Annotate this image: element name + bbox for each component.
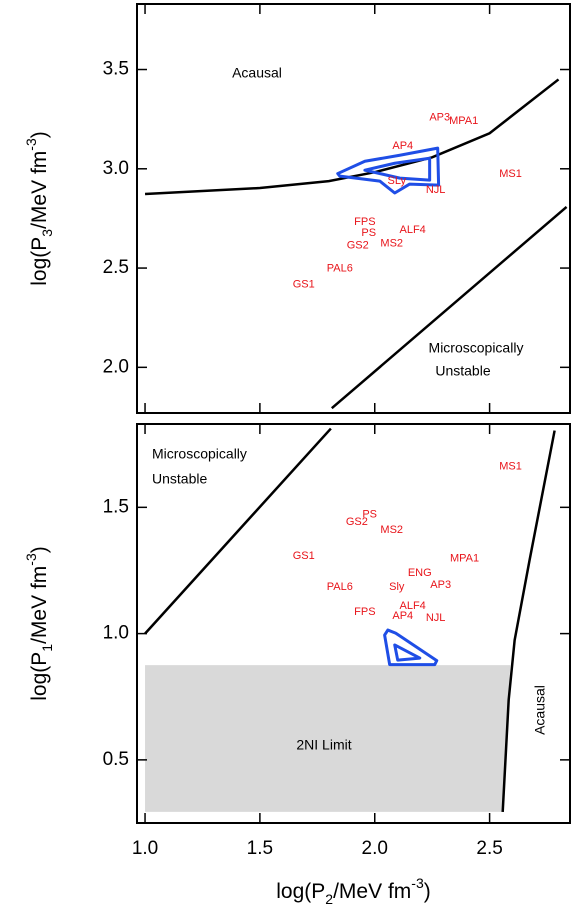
- axis-title: log(P1/MeV fm-3): [23, 546, 55, 700]
- axis-title-part: /MeV fm: [333, 880, 411, 903]
- annotation: Unstable: [152, 471, 207, 487]
- y-tick-label: 3.5: [103, 59, 129, 80]
- eos-label: AP4: [392, 140, 413, 152]
- axis-title-part: 1: [39, 644, 55, 652]
- eos-label: AP4: [392, 610, 413, 622]
- plot-frame: [136, 3, 571, 414]
- eos-label: FPS: [354, 216, 375, 228]
- y-tick-label: 2.0: [103, 356, 129, 377]
- annotation: Microscopically: [152, 446, 247, 462]
- eos-label: AP3: [429, 111, 450, 123]
- eos-label: GS2: [346, 516, 368, 528]
- boundary-curve: [330, 205, 568, 410]
- axis-title-part: log(P: [28, 652, 51, 701]
- annotation: Acausal: [232, 65, 282, 81]
- eos-label: MPA1: [449, 115, 478, 127]
- axis-title-part: -3: [23, 138, 39, 151]
- annotation: Microscopically: [429, 340, 524, 356]
- eos-label: SLy: [388, 175, 407, 187]
- y-tick-label: 1.5: [103, 496, 129, 517]
- y-tick-label: 3.0: [103, 158, 129, 179]
- x-tick-label: 1.5: [247, 838, 273, 859]
- eos-label: GS1: [293, 550, 315, 562]
- eos-label: PS: [361, 227, 376, 239]
- axis-title-part: 3: [39, 229, 55, 237]
- eos-label: MS2: [380, 524, 403, 536]
- eos-label: NJL: [426, 184, 446, 196]
- axis-title-part: log(P: [276, 880, 325, 903]
- eos-label: PS: [362, 508, 377, 520]
- boundary-curve: [501, 430, 556, 812]
- eos-label: MS2: [380, 238, 403, 250]
- eos-label: AP3: [430, 579, 451, 591]
- eos-label: FPS: [354, 606, 375, 618]
- axis-title-part: 2: [325, 891, 333, 907]
- axis-title: log(P2/MeV fm-3): [276, 875, 430, 907]
- x-tick-label: 2.0: [362, 838, 388, 859]
- boundary-curve: [144, 427, 332, 635]
- y-tick-label: 1.0: [103, 623, 129, 644]
- eos-label: GS1: [293, 278, 315, 290]
- y-tick-label: 0.5: [103, 749, 129, 770]
- confidence-contour: [383, 628, 439, 667]
- annotation: Unstable: [435, 363, 490, 379]
- axis-title-part: ): [28, 131, 51, 138]
- eos-label: MS1: [499, 168, 522, 180]
- x-tick-label: 2.5: [476, 838, 502, 859]
- eos-label: ALF4: [400, 600, 426, 612]
- axis-title-part: log(P: [28, 237, 51, 286]
- axis-title-part: /MeV fm: [28, 566, 51, 644]
- axis-title-part: -3: [23, 553, 39, 566]
- eos-label: ENG: [408, 567, 432, 579]
- confidence-contour: [363, 156, 432, 182]
- eos-label: PAL6: [327, 581, 353, 593]
- confidence-contour: [336, 146, 441, 195]
- eos-label: Sly: [389, 581, 405, 593]
- eos-label: GS2: [347, 240, 369, 252]
- confidence-contour: [393, 643, 422, 662]
- x-tick-label: 1.0: [132, 838, 158, 859]
- axis-title-part: ): [28, 546, 51, 553]
- eos-label: MPA1: [450, 552, 479, 564]
- eos-label: ALF4: [400, 224, 426, 236]
- eos-label: PAL6: [327, 263, 353, 275]
- eos-label: NJL: [426, 612, 446, 624]
- annotation: Acausal: [532, 685, 548, 735]
- axis-title-part: /MeV fm: [28, 151, 51, 229]
- eos-label: MS1: [499, 460, 522, 472]
- plot-frame: [136, 423, 571, 824]
- shaded-region: [145, 665, 511, 812]
- annotation: 2NI Limit: [296, 737, 351, 753]
- axis-title-part: -3: [411, 875, 424, 891]
- axis-title-part: ): [424, 880, 431, 903]
- y-tick-label: 2.5: [103, 257, 129, 278]
- axis-title: log(P3/MeV fm-3): [23, 131, 55, 285]
